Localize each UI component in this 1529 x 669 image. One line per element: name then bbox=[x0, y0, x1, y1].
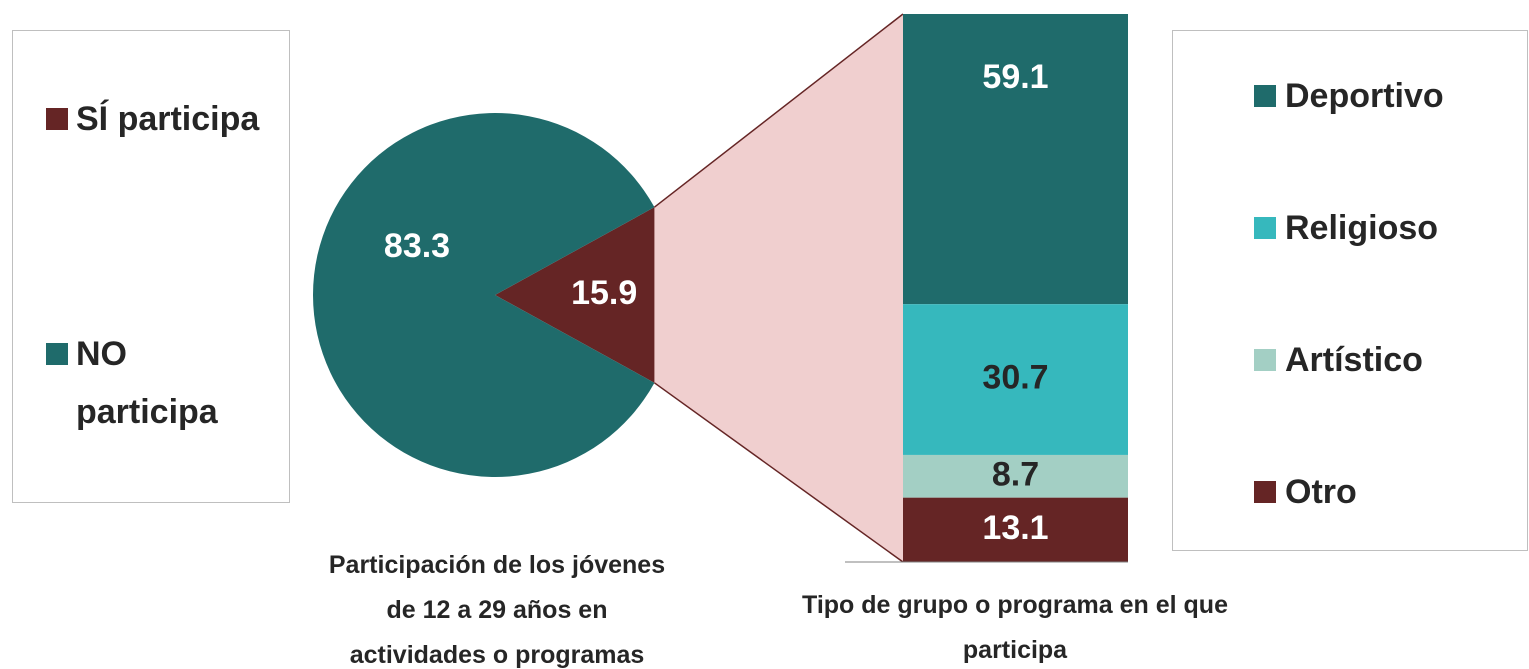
legend-label: SÍ participa bbox=[76, 100, 260, 138]
legend-swatch bbox=[1254, 85, 1276, 107]
connector-line bbox=[653, 13, 904, 208]
data-label: 83.3 bbox=[384, 227, 450, 265]
legend-label: Otro bbox=[1285, 473, 1357, 511]
bar-segment bbox=[903, 304, 1128, 455]
pie-title: Participación de los jóvenes de 12 a 29 … bbox=[328, 551, 666, 669]
legend-swatch bbox=[1254, 481, 1276, 503]
legend-label: Artístico bbox=[1285, 341, 1423, 379]
bar-segment bbox=[903, 14, 1128, 305]
legend-label: NO participa bbox=[76, 335, 218, 431]
pie-slice bbox=[313, 113, 655, 477]
data-label: 13.1 bbox=[982, 509, 1048, 547]
data-label: 59.1 bbox=[982, 58, 1048, 96]
legend-swatch bbox=[1254, 217, 1276, 239]
connector-line bbox=[653, 382, 904, 563]
legend-swatch bbox=[1254, 349, 1276, 371]
data-label: 15.9 bbox=[571, 274, 637, 312]
pie-slice bbox=[495, 207, 678, 383]
bar-legend-box bbox=[1172, 30, 1528, 551]
legend-label: Religioso bbox=[1285, 209, 1439, 247]
legend-swatch bbox=[46, 108, 68, 130]
data-label: 8.7 bbox=[992, 455, 1039, 493]
bar-segment bbox=[903, 497, 1128, 562]
data-label: 30.7 bbox=[982, 359, 1048, 397]
bar-segment bbox=[903, 454, 1128, 498]
connector-area bbox=[654, 14, 903, 562]
bar-title: Tipo de grupo o programa en el que parti… bbox=[802, 591, 1228, 664]
legend-swatch bbox=[46, 343, 68, 365]
legend-label: Deportivo bbox=[1285, 77, 1444, 115]
